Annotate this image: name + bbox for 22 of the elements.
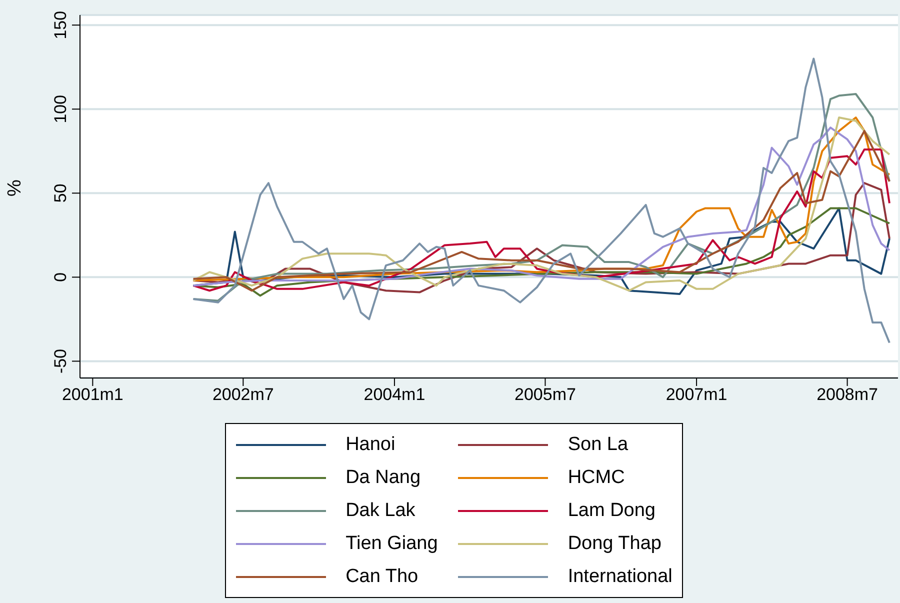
legend-label: Dong Thap [568, 532, 662, 554]
x-tick-label: 2002m7 [212, 385, 274, 404]
y-tick-label: 150 [51, 10, 70, 40]
legend-label: Can Tho [346, 566, 418, 588]
x-tick-label: 2007m1 [666, 385, 728, 404]
legend-label: Da Nang [346, 466, 421, 488]
legend-label: International [568, 566, 672, 588]
legend-label: Lam Dong [568, 500, 656, 522]
x-tick-label: 2001m1 [62, 385, 124, 404]
y-axis-title: % [4, 180, 26, 196]
y-tick-label: 50 [51, 184, 70, 203]
legend-label: HCMC [568, 466, 625, 488]
legend-label: Dak Lak [346, 500, 416, 522]
legend-label: Son La [568, 434, 628, 456]
y-tick-label: -50 [51, 348, 70, 374]
legend-label: Tien Giang [346, 532, 438, 554]
y-tick-label: 0 [51, 272, 70, 282]
x-tick-label: 2005m7 [514, 385, 576, 404]
legend-label: Hanoi [346, 434, 396, 456]
x-tick-label: 2004m1 [364, 385, 426, 404]
y-tick-label: 100 [51, 94, 70, 124]
x-tick-label: 2008m7 [816, 385, 878, 404]
